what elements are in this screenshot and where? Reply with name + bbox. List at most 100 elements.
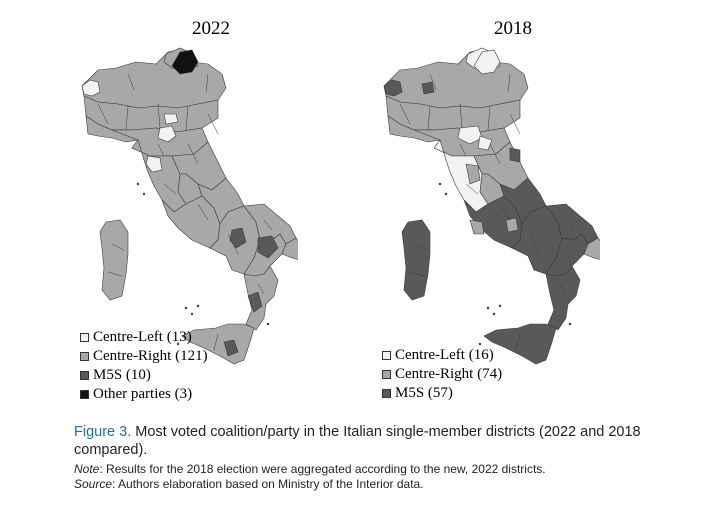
region-alpsW xyxy=(81,49,227,109)
island-dot xyxy=(184,306,188,310)
district-boundary xyxy=(187,143,199,165)
map-title-2022: 2022 xyxy=(192,18,230,39)
source-label: Source xyxy=(74,477,113,491)
legend-item-centre-right: Centre-Right (121) xyxy=(80,347,208,366)
district-boundary xyxy=(459,143,467,157)
legend-label: Centre-Right (74) xyxy=(395,366,503,382)
island-dot xyxy=(196,304,200,308)
island-dot xyxy=(486,306,490,310)
legend-label: Centre-Right (121) xyxy=(93,348,208,364)
district-boundary xyxy=(515,333,521,351)
district-boundary xyxy=(207,113,219,135)
district-boundary xyxy=(429,73,437,91)
region-alpsW xyxy=(383,49,529,109)
district-boundary xyxy=(213,333,219,351)
legend-swatch xyxy=(80,371,89,380)
island-dot xyxy=(492,312,496,316)
district-2 xyxy=(465,163,481,185)
region-lig xyxy=(387,115,441,143)
district-boundary xyxy=(399,103,411,125)
district-boundary xyxy=(509,113,521,135)
district-boundary xyxy=(413,243,427,251)
district-4 xyxy=(505,217,519,233)
region-salento xyxy=(281,237,298,260)
region-sicily xyxy=(181,323,255,365)
district-0 xyxy=(457,125,483,145)
district-5 xyxy=(509,147,521,163)
district-boundary xyxy=(487,105,491,131)
legend-swatch xyxy=(382,370,391,379)
district-boundary xyxy=(127,73,135,91)
district-boundary xyxy=(157,143,165,157)
district-1 xyxy=(145,155,163,173)
legend-swatch xyxy=(382,389,391,398)
district-2 xyxy=(163,113,179,125)
district-3 xyxy=(257,235,279,259)
island-dot xyxy=(478,342,482,346)
figure-label: Figure 3. xyxy=(74,424,132,440)
district-boundary xyxy=(125,105,129,131)
district-boundary xyxy=(197,203,209,221)
district-boundary xyxy=(465,183,479,195)
legend-2022: Centre-Left (13) Centre-Right (121) M5S … xyxy=(80,328,208,404)
district-boundary xyxy=(459,103,463,129)
island-dot xyxy=(176,342,180,346)
region-northwestTip xyxy=(383,79,403,97)
region-sard xyxy=(99,219,129,301)
district-boundary xyxy=(97,103,109,125)
legend-2018: Centre-Left (16) Centre-Right (74) M5S (… xyxy=(382,346,502,403)
island-dot xyxy=(438,182,442,186)
note-label: Note xyxy=(74,462,100,476)
legend-label: M5S (10) xyxy=(93,367,151,383)
legend-swatch xyxy=(80,333,89,342)
district-6 xyxy=(223,339,239,357)
legend-label: M5S (57) xyxy=(395,385,453,401)
region-northwestTip xyxy=(81,79,101,97)
italy-map-2018 xyxy=(383,47,600,365)
legend-item-m5s: M5S (10) xyxy=(80,366,208,385)
district-boundary xyxy=(499,203,511,221)
legend-item-other-parties: Other parties (3) xyxy=(80,385,208,404)
legend-swatch xyxy=(80,352,89,361)
island-dot xyxy=(568,322,572,326)
island-dot xyxy=(444,192,448,196)
map-title-2018: 2018 xyxy=(494,18,532,39)
district-boundary xyxy=(409,271,425,277)
district-boundary xyxy=(507,73,511,93)
region-sard xyxy=(401,219,431,301)
region-lig xyxy=(85,115,139,143)
region-trentino xyxy=(473,49,501,75)
legend-item-centre-left: Centre-Left (13) xyxy=(80,328,208,347)
island-dot xyxy=(142,192,146,196)
region-salento xyxy=(583,237,600,260)
source-text: : Authors elaboration based on Ministry … xyxy=(112,477,424,491)
district-boundary xyxy=(111,243,125,251)
region-sicily xyxy=(483,323,557,365)
legend-label: Centre-Left (13) xyxy=(93,329,192,345)
figure-caption-text: Most voted coalition/party in the Italia… xyxy=(74,424,641,458)
note-text: : Results for the 2018 election were agg… xyxy=(99,462,546,476)
legend-label: Centre-Left (16) xyxy=(395,347,494,363)
island-dot xyxy=(136,182,140,186)
district-6 xyxy=(421,81,435,95)
region-cal xyxy=(545,265,581,331)
district-boundary xyxy=(257,283,265,295)
note-line: Note: Results for the 2018 election were… xyxy=(74,462,546,477)
district-boundary xyxy=(489,143,501,165)
district-boundary xyxy=(107,271,123,277)
district-boundary xyxy=(427,105,431,131)
legend-label: Other parties (3) xyxy=(93,386,193,402)
district-boundary xyxy=(185,105,189,131)
district-5 xyxy=(247,291,263,313)
legend-item-centre-left: Centre-Left (16) xyxy=(382,346,502,365)
figure-notes: Note: Results for the 2018 election were… xyxy=(74,462,546,492)
district-boundary xyxy=(565,219,575,231)
figure-caption: Figure 3. Most voted coalition/party in … xyxy=(74,423,664,459)
district-0 xyxy=(157,125,177,143)
italy-map-2022 xyxy=(81,47,298,365)
district-boundary xyxy=(559,283,567,295)
district-3 xyxy=(469,219,485,235)
island-dot xyxy=(266,322,270,326)
district-boundary xyxy=(205,73,209,93)
source-line: Source: Authors elaboration based on Min… xyxy=(74,477,546,492)
